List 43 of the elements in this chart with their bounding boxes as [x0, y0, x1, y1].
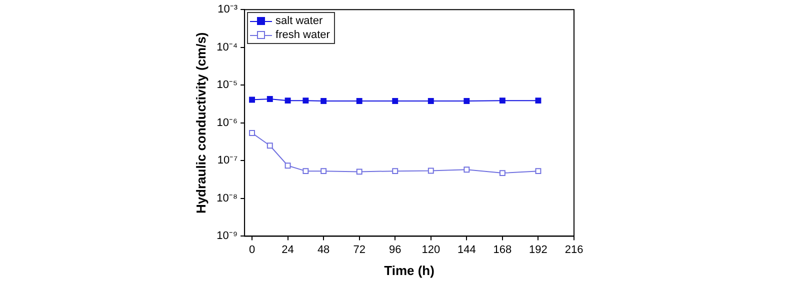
point	[249, 130, 255, 136]
point	[266, 96, 273, 102]
point	[249, 96, 255, 103]
y-tick-label: 10⁻⁴	[216, 41, 238, 54]
y-tick-label: 10⁻⁹	[216, 230, 238, 242]
point	[284, 162, 291, 169]
x-tick-label: 144	[457, 244, 476, 256]
legend-label: fresh water	[276, 28, 330, 42]
y-tick-label: 10⁻⁸	[216, 192, 238, 204]
point	[302, 168, 309, 174]
point	[392, 168, 398, 174]
point	[535, 168, 542, 174]
point	[266, 142, 273, 149]
point	[356, 98, 362, 104]
x-tick-label: 216	[564, 244, 584, 256]
y-tick-label: 10⁻⁶	[216, 116, 238, 129]
x-tick-label: 24	[282, 244, 294, 256]
point	[356, 168, 362, 175]
x-tick-label: 96	[388, 244, 402, 256]
x-tick-label: 72	[353, 244, 366, 256]
y-tick-label: 10⁻³	[218, 4, 238, 16]
legend-label: salt water	[276, 14, 323, 28]
y-axis-title: Hydraulic conductivity (cm/s)	[193, 32, 208, 214]
point	[535, 98, 542, 104]
point	[428, 98, 434, 104]
y-tick-label: 10⁻⁷	[217, 154, 238, 167]
point	[302, 98, 309, 104]
point	[464, 98, 470, 104]
point	[320, 168, 327, 174]
x-tick-label: 0	[248, 244, 256, 256]
point	[499, 170, 506, 176]
point	[284, 98, 291, 104]
y-tick-label: 10⁻⁵	[216, 79, 238, 92]
x-tick-label: 48	[317, 244, 330, 256]
x-tick-label: 192	[529, 244, 548, 256]
point	[392, 98, 398, 104]
point	[320, 98, 327, 104]
x-tick-label: 120	[422, 244, 440, 256]
point	[464, 166, 470, 173]
point	[499, 98, 506, 104]
x-axis-title: Time (h)	[384, 262, 434, 278]
x-tick-label: 168	[493, 244, 512, 256]
point	[428, 168, 434, 174]
